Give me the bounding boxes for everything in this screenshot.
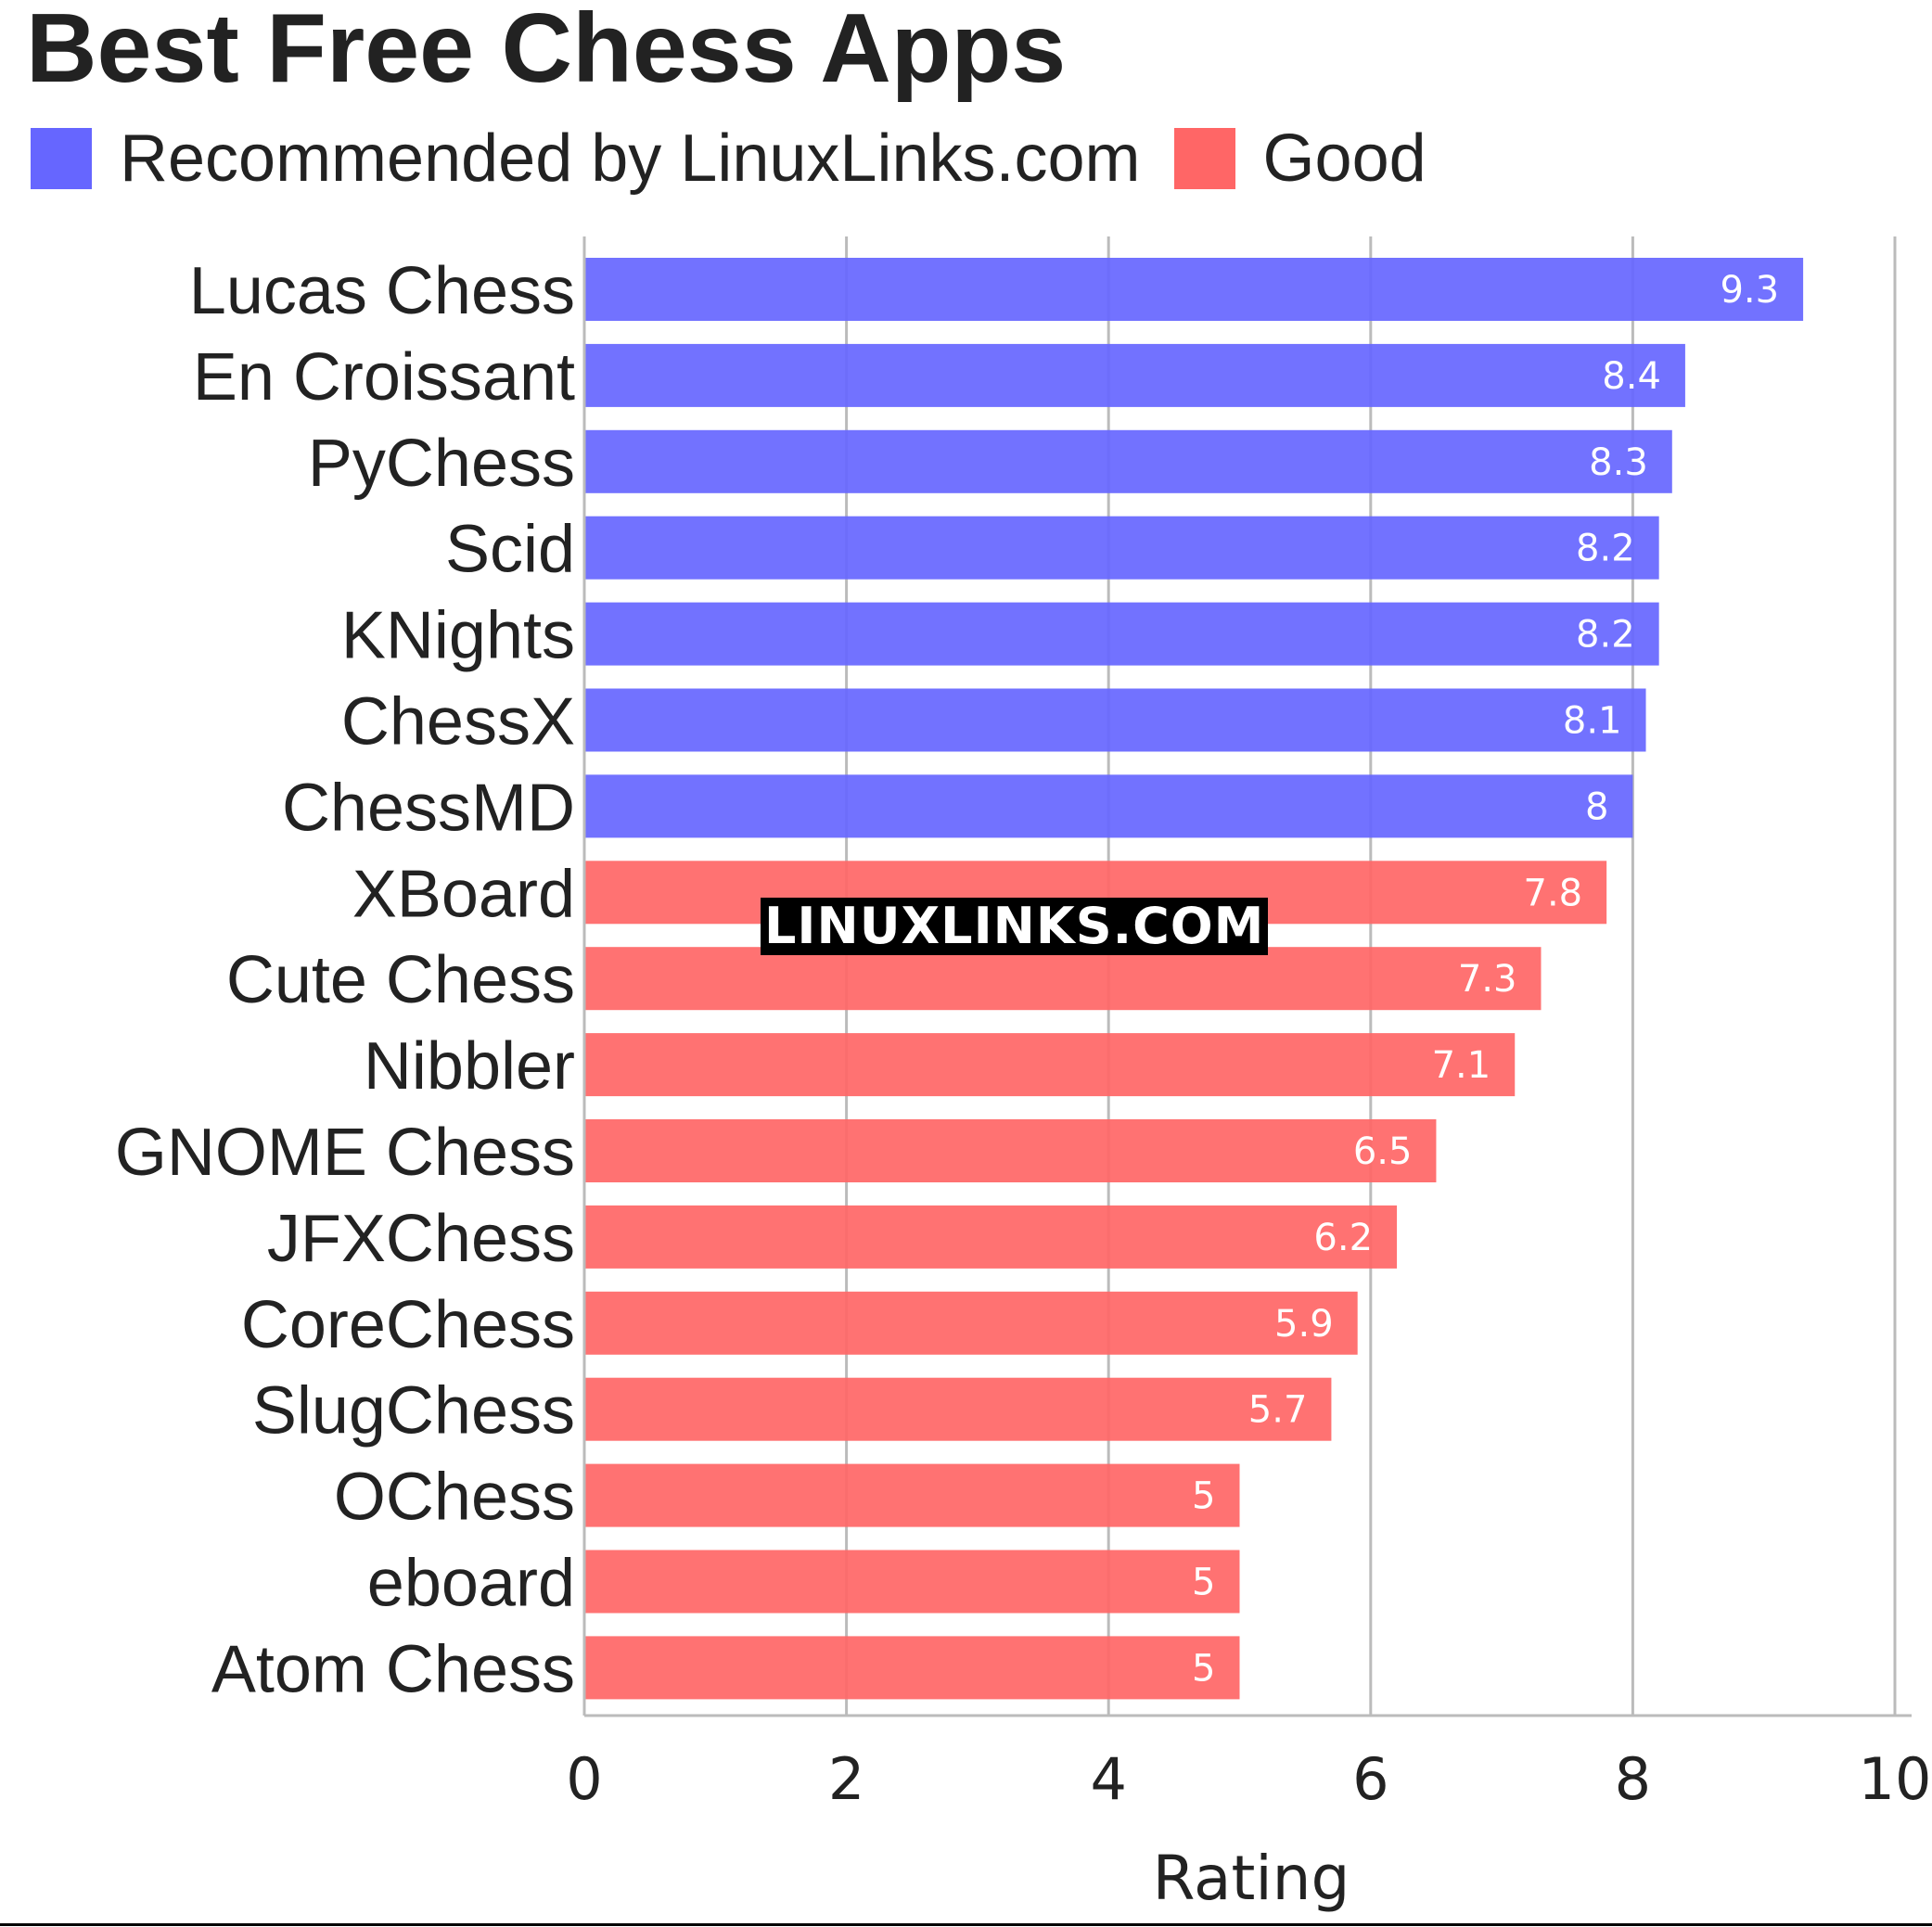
category-label-nibbler: Nibbler bbox=[364, 1029, 575, 1104]
x-tick-label-0: 0 bbox=[566, 1745, 602, 1813]
value-label-jfxchess: 6.2 bbox=[1313, 1217, 1373, 1259]
value-label-chessx: 8.1 bbox=[1563, 700, 1622, 743]
value-label-eboard: 5 bbox=[1192, 1562, 1215, 1604]
bar-nibbler bbox=[584, 1033, 1516, 1097]
bar-ochess bbox=[584, 1463, 1240, 1527]
category-label-xboard: XBoard bbox=[352, 857, 575, 931]
legend-swatch-good bbox=[1173, 128, 1235, 189]
chart-title: Best Free Chess Apps bbox=[26, 0, 1067, 103]
value-label-pychess: 8.3 bbox=[1589, 441, 1648, 484]
bar-lucas-chess bbox=[584, 258, 1804, 321]
x-tick-label-10: 10 bbox=[1859, 1745, 1932, 1813]
x-axis-title: Rating bbox=[1153, 1843, 1350, 1914]
labels: 0 2 4 6 8 10 9.3 Lucas Chess 8.4 En Croissant 8.3 P… bbox=[115, 254, 1932, 1813]
bar-knights bbox=[584, 602, 1659, 666]
x-tick-label-8: 8 bbox=[1615, 1745, 1651, 1813]
category-label-cute-chess: Cute Chess bbox=[226, 943, 575, 1017]
category-label-chessx: ChessX bbox=[341, 685, 575, 759]
watermark-logo: LINUXLINKS.COM bbox=[761, 898, 1269, 955]
category-label-gnome-chess: GNOME Chess bbox=[115, 1116, 575, 1190]
category-label-pychess: PyChess bbox=[308, 427, 575, 501]
bar-corechess bbox=[584, 1291, 1358, 1355]
category-label-lucas-chess: Lucas Chess bbox=[189, 254, 575, 328]
x-tick-label-2: 2 bbox=[828, 1745, 864, 1813]
bottom-rule bbox=[0, 1923, 1932, 1926]
bar-slugchess bbox=[584, 1377, 1332, 1441]
category-label-ochess: OChess bbox=[334, 1461, 575, 1535]
bar-jfxchess bbox=[584, 1205, 1398, 1269]
value-label-cute-chess: 7.3 bbox=[1458, 958, 1517, 1001]
category-label-eboard: eboard bbox=[367, 1547, 575, 1621]
bar-en-croissant bbox=[584, 343, 1685, 407]
value-label-ochess: 5 bbox=[1192, 1475, 1215, 1518]
bar-atom-chess bbox=[584, 1636, 1240, 1700]
bar-chessx bbox=[584, 688, 1646, 752]
value-label-scid: 8.2 bbox=[1576, 528, 1635, 570]
legend: Recommended by LinuxLinks.com Good bbox=[31, 121, 1460, 196]
bars bbox=[584, 258, 1804, 1700]
legend-item-good: Good bbox=[1173, 121, 1427, 197]
category-label-atom-chess: Atom Chess bbox=[211, 1632, 575, 1706]
value-label-xboard: 7.8 bbox=[1524, 872, 1583, 914]
axes bbox=[582, 236, 1912, 1717]
category-label-knights: KNights bbox=[341, 599, 575, 673]
bar-cute-chess bbox=[584, 947, 1542, 1011]
value-label-corechess: 5.9 bbox=[1274, 1303, 1334, 1346]
category-label-en-croissant: En Croissant bbox=[193, 340, 575, 415]
x-tick-label-4: 4 bbox=[1090, 1745, 1126, 1813]
value-label-lucas-chess: 9.3 bbox=[1720, 269, 1779, 312]
bar-pychess bbox=[584, 429, 1672, 493]
legend-label-good: Good bbox=[1262, 121, 1427, 196]
value-label-chessmd: 8 bbox=[1585, 785, 1608, 828]
value-label-gnome-chess: 6.5 bbox=[1353, 1130, 1413, 1173]
category-label-jfxchess: JFXChess bbox=[267, 1202, 575, 1276]
value-label-nibbler: 7.1 bbox=[1432, 1044, 1491, 1087]
category-label-scid: Scid bbox=[445, 513, 575, 587]
category-label-corechess: CoreChess bbox=[241, 1288, 575, 1362]
value-label-en-croissant: 8.4 bbox=[1602, 355, 1661, 398]
bar-gnome-chess bbox=[584, 1119, 1437, 1182]
category-label-slugchess: SlugChess bbox=[252, 1374, 575, 1448]
value-label-atom-chess: 5 bbox=[1192, 1647, 1215, 1690]
bar-eboard bbox=[584, 1550, 1240, 1614]
legend-swatch-recommended bbox=[31, 128, 92, 189]
legend-label-recommended: Recommended by LinuxLinks.com bbox=[120, 121, 1141, 196]
x-tick-label-6: 6 bbox=[1352, 1745, 1388, 1813]
category-label-chessmd: ChessMD bbox=[282, 771, 575, 845]
bar-scid bbox=[584, 516, 1659, 580]
bar-chessmd bbox=[584, 774, 1633, 838]
legend-item-recommended: Recommended by LinuxLinks.com bbox=[31, 121, 1141, 197]
value-label-knights: 8.2 bbox=[1576, 614, 1635, 657]
value-label-slugchess: 5.7 bbox=[1248, 1389, 1308, 1432]
